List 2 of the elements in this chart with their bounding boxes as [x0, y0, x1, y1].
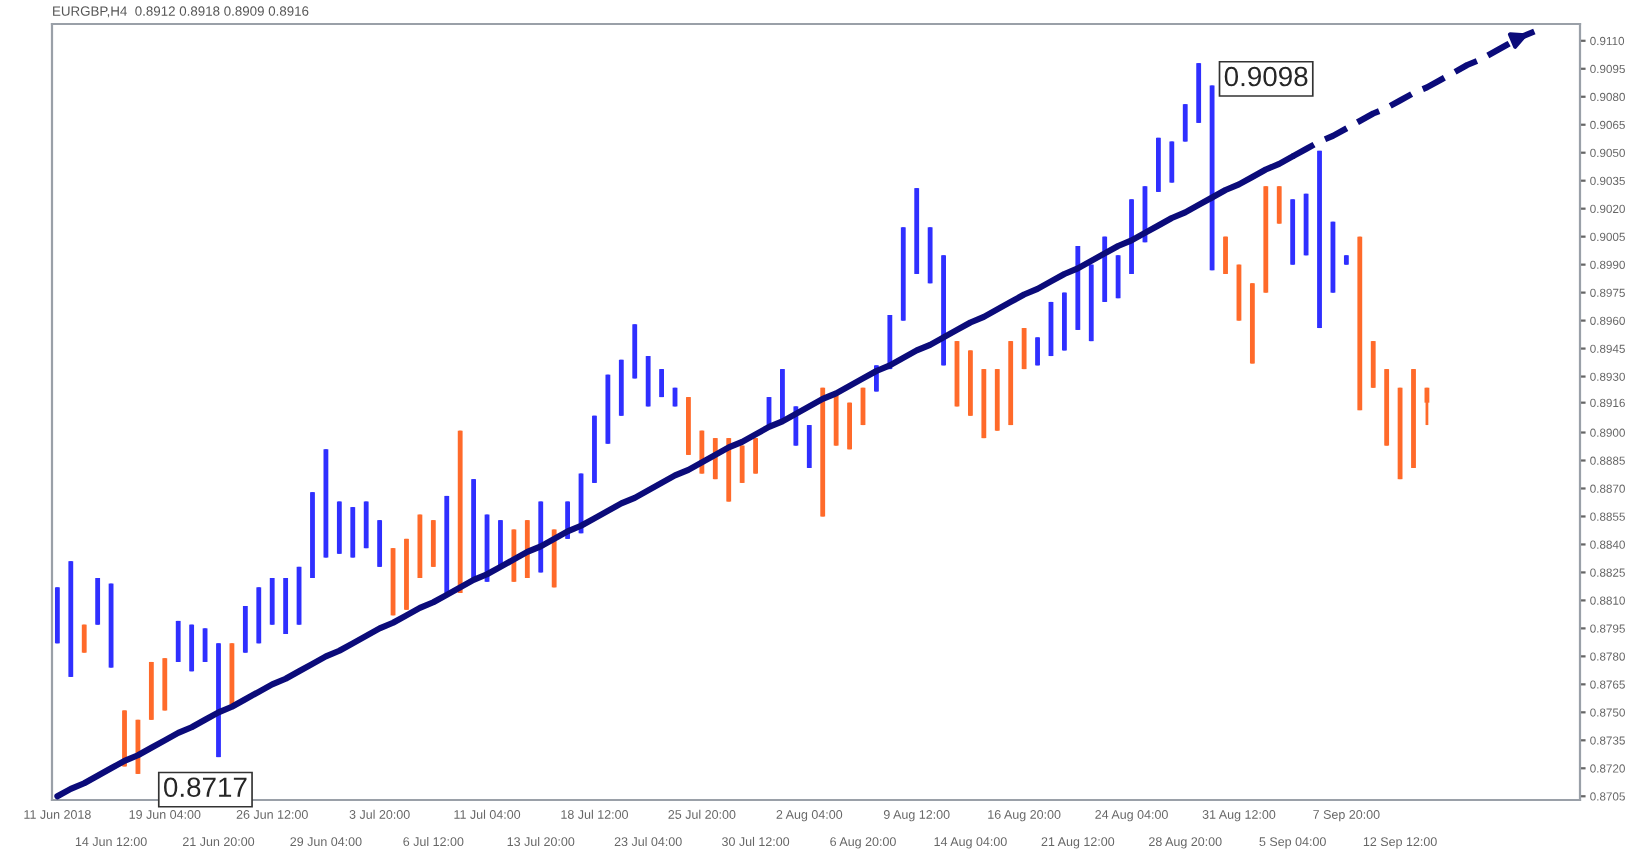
annotation: 0.8717 — [164, 777, 247, 798]
annotation: 0.9098 — [1224, 66, 1308, 87]
